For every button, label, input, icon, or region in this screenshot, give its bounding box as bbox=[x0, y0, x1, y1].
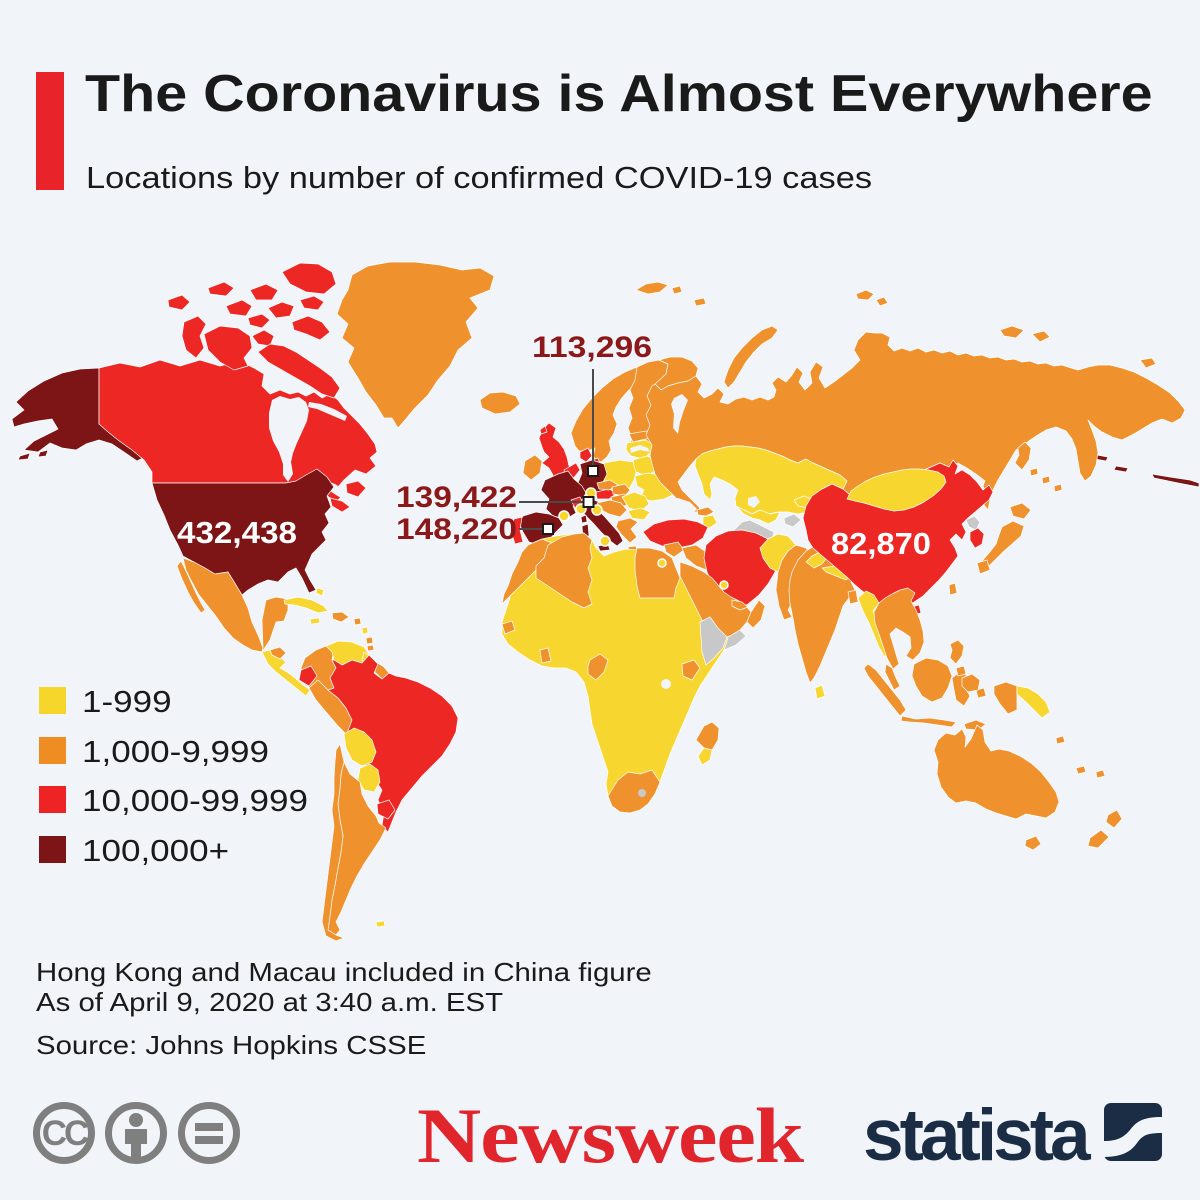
svg-text:432,438: 432,438 bbox=[177, 515, 297, 550]
svg-text:113,296: 113,296 bbox=[532, 331, 652, 364]
svg-text:CC: CC bbox=[42, 1114, 89, 1153]
svg-text:139,422: 139,422 bbox=[396, 481, 517, 514]
svg-text:148,220: 148,220 bbox=[396, 513, 517, 546]
svg-text:82,870: 82,870 bbox=[831, 526, 931, 561]
